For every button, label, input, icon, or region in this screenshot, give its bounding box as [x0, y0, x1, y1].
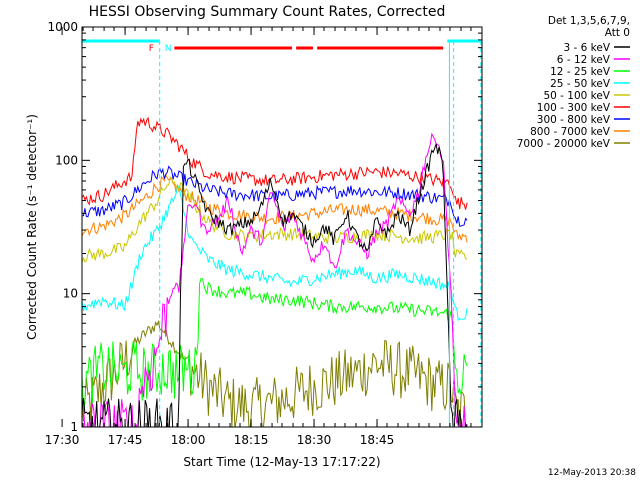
x-axis: 17:30 17:45 18:00 18:15 18:30 18:45: [45, 27, 472, 447]
annotation-n: N: [165, 44, 172, 54]
x-tick-label: 18:30: [297, 433, 332, 447]
series-line-5: [82, 116, 468, 210]
series-line-4: [82, 175, 468, 263]
x-tick-label: 17:45: [108, 433, 143, 447]
x-tick-label: 17:30: [45, 433, 80, 447]
legend-header: Att 0: [605, 27, 630, 39]
legend-label: 12 - 25 keV: [550, 66, 611, 78]
series-line-3: [82, 185, 468, 321]
x-tick-label: 18:00: [171, 433, 206, 447]
x-tick-label: 18:15: [234, 433, 269, 447]
y-tick-label: 10: [63, 287, 78, 301]
series-line-2: [82, 278, 468, 413]
y-tick-label: 100: [55, 153, 78, 167]
series-line-0: [82, 143, 468, 427]
series-line-8: [82, 319, 467, 427]
legend-header: Det 1,3,5,6,7,9,: [548, 15, 630, 27]
annotation-f: F: [149, 44, 154, 54]
legend-label: 7000 - 20000 keV: [517, 138, 611, 150]
legend-label: 50 - 100 keV: [543, 90, 610, 102]
series-line-1: [82, 132, 468, 427]
series-line-7: [82, 173, 468, 243]
legend-label: 6 - 12 keV: [557, 54, 611, 66]
x-axis-title: Start Time (12-May-13 17:17:22): [183, 455, 380, 469]
y-axis: 1 10 100 1000: [47, 20, 482, 434]
legend-label: 300 - 800 keV: [537, 114, 611, 126]
legend-label: 25 - 50 keV: [550, 78, 611, 90]
legend-label: 100 - 300 keV: [537, 102, 611, 114]
timestamp: 12-May-2013 20:38: [548, 468, 636, 478]
x-tick-label: 18:45: [360, 433, 395, 447]
y-axis-title: Corrected Count Rate (s⁻¹ detector⁻¹): [25, 114, 39, 340]
chart-title: HESSI Observing Summary Count Rates, Cor…: [89, 4, 446, 20]
legend-label: 3 - 6 keV: [563, 42, 610, 54]
y-tick-label: 1000: [47, 20, 78, 34]
y-tick-label: 1: [70, 420, 78, 434]
legend-label: 800 - 7000 keV: [530, 126, 611, 138]
